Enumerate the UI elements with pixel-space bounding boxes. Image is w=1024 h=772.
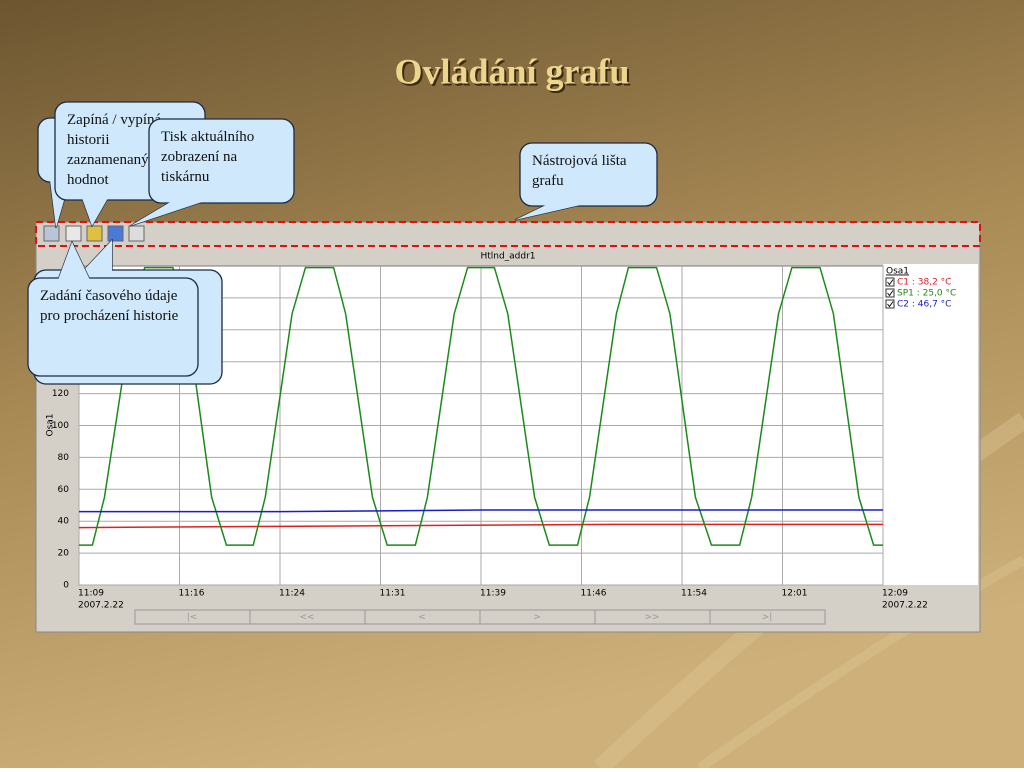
nav-label: > [533,613,541,623]
nav-label: << [299,613,314,623]
x-tick-label: 11:31 [380,589,406,599]
y-tick-label: 20 [58,549,70,559]
y-tick-label: 0 [63,581,69,591]
callout-tail-fill [130,201,205,226]
x-tick-label: 11:09 [78,589,104,599]
legend-checkbox [885,299,895,309]
toolbar-button[interactable] [107,225,124,242]
nav-label: < [418,613,426,623]
callout-text-box: Tisk aktuálního zobrazení na tiskárnu [161,129,255,185]
legend-area [883,264,978,585]
callout-text: Tisk aktuálního zobrazení na tiskárnu [161,129,255,185]
slide-title: Ovládání grafu [394,51,629,91]
callout-text: Nástrojová lišta grafu [532,153,627,189]
callout-tail-fill [515,204,585,220]
toolbar-button[interactable] [86,225,103,242]
nav-button[interactable] [709,609,826,625]
legend-check [887,290,894,297]
data-line [79,266,883,546]
callout-box [519,142,658,207]
toolbar-button[interactable] [65,225,82,242]
x-tick-label: 11:46 [581,589,607,599]
nav-label: >> [644,613,659,623]
callout-box [27,277,199,377]
legend-entry: C2 : 46,7 °C [897,300,951,310]
y-axis-label: Osa1 [46,413,56,436]
y-tick-label: 120 [52,389,69,399]
legend-entry: C1 : 38,2 °C [897,278,951,288]
legend-checkbox [885,277,895,287]
x-tick-label: 12:01 [782,589,808,599]
decoration [697,555,1024,772]
x-date-label: 2007.2.22 [78,601,124,611]
legend-title: Osa1 [886,267,909,277]
toolbar-button[interactable] [43,225,60,242]
callout-tail-fill [82,198,108,226]
x-date-label: 2007.2.22 [882,601,928,611]
y-tick-label: 40 [58,517,70,527]
callout-text-box: Zapíná / vypíná historii zaznamenaných h… [67,112,163,188]
legend-check [887,301,894,308]
data-line [78,523,883,529]
callout-tail-fill [82,240,112,272]
nav-label: >| [762,613,773,623]
data-line [79,509,883,513]
x-tick-label: 11:54 [681,589,707,599]
toolbar [43,225,145,242]
nav-label: |< [187,613,198,623]
callout-text-box: Nástrojová lišta grafu [532,153,627,189]
y-tick-label: 80 [58,453,70,463]
callout-tail-fill [58,242,90,280]
x-tick-label: 11:16 [179,589,205,599]
x-tick-label: 11:24 [279,589,305,599]
x-tick-label: 11:39 [480,589,506,599]
callout-box [148,118,295,204]
chart-title: Htlnd_addr1 [480,252,535,262]
callout-text: Zadání časového údaje pro procházení his… [40,288,179,324]
legend-check [887,279,894,286]
toolbar-button[interactable] [128,225,145,242]
y-tick-label: 60 [58,485,70,495]
callout-text-box: Zadání časového údaje pro procházení his… [40,288,179,324]
legend-entry: SP1 : 25,0 °C [897,289,956,299]
legend-checkbox [885,288,895,298]
x-tick-label: 12:09 [882,589,908,599]
slide-title-shadow: Ovládání grafu [396,53,631,93]
y-tick-label: 100 [52,421,69,431]
callout-text: Zapíná / vypíná historii zaznamenaných h… [67,112,163,188]
